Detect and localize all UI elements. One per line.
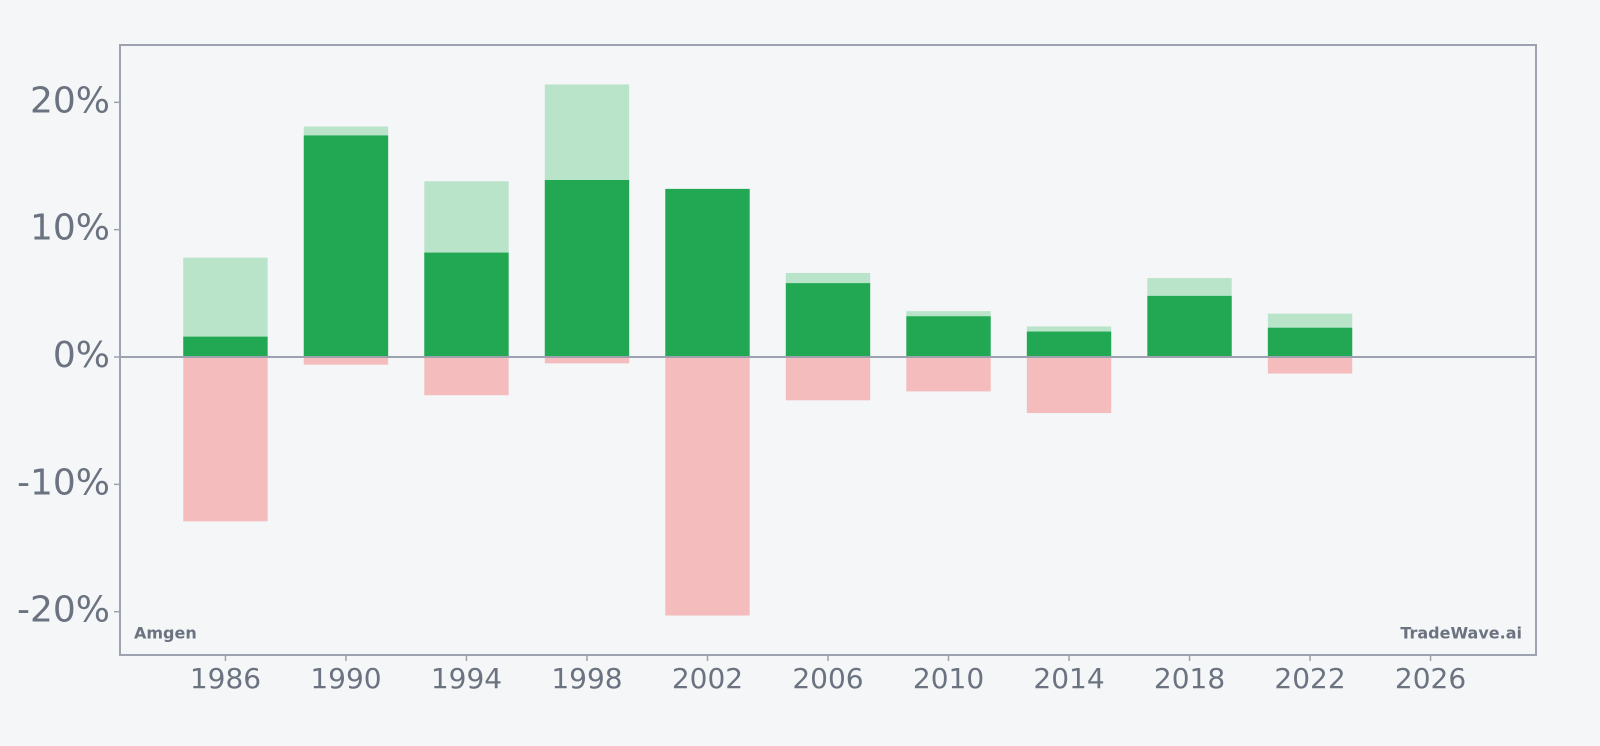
bar — [1026, 357, 1112, 414]
x-tick-label: 1990 — [310, 662, 381, 695]
x-tick-label: 2014 — [1033, 662, 1104, 695]
bar — [906, 357, 991, 392]
bar — [906, 316, 991, 358]
brand-label: Amgen — [134, 624, 197, 643]
bar — [424, 252, 509, 358]
bar — [665, 357, 750, 616]
x-tick-label: 2006 — [792, 662, 863, 695]
x-tick-label: 1998 — [551, 662, 622, 695]
plot-frame — [119, 44, 1537, 656]
x-tick-label: 2018 — [1154, 662, 1225, 695]
x-tick-label: 2022 — [1274, 662, 1345, 695]
bar — [1267, 327, 1353, 358]
bar — [785, 283, 871, 358]
bar — [544, 357, 630, 364]
x-tick-label: 2026 — [1395, 662, 1466, 695]
x-tick-label: 2010 — [913, 662, 984, 695]
bar — [785, 357, 871, 401]
bar — [303, 357, 389, 365]
x-tick-label: 2002 — [672, 662, 743, 695]
y-tick-label: 20% — [30, 80, 110, 121]
bar — [1026, 331, 1112, 358]
y-tick-label: 0% — [53, 335, 110, 376]
watermark: TradeWave.ai — [1400, 624, 1522, 643]
x-tick-label: 1994 — [431, 662, 502, 695]
bar — [183, 336, 268, 358]
bar — [303, 135, 389, 358]
bar — [1267, 357, 1353, 374]
bar — [665, 188, 750, 358]
y-tick-label: -20% — [17, 590, 110, 631]
x-tick-label: 1986 — [190, 662, 261, 695]
y-tick-label: -10% — [17, 462, 110, 503]
bar — [1147, 295, 1232, 358]
bar — [544, 179, 630, 358]
bar — [424, 357, 509, 396]
bar — [183, 357, 268, 522]
y-tick-label: 10% — [30, 208, 110, 249]
